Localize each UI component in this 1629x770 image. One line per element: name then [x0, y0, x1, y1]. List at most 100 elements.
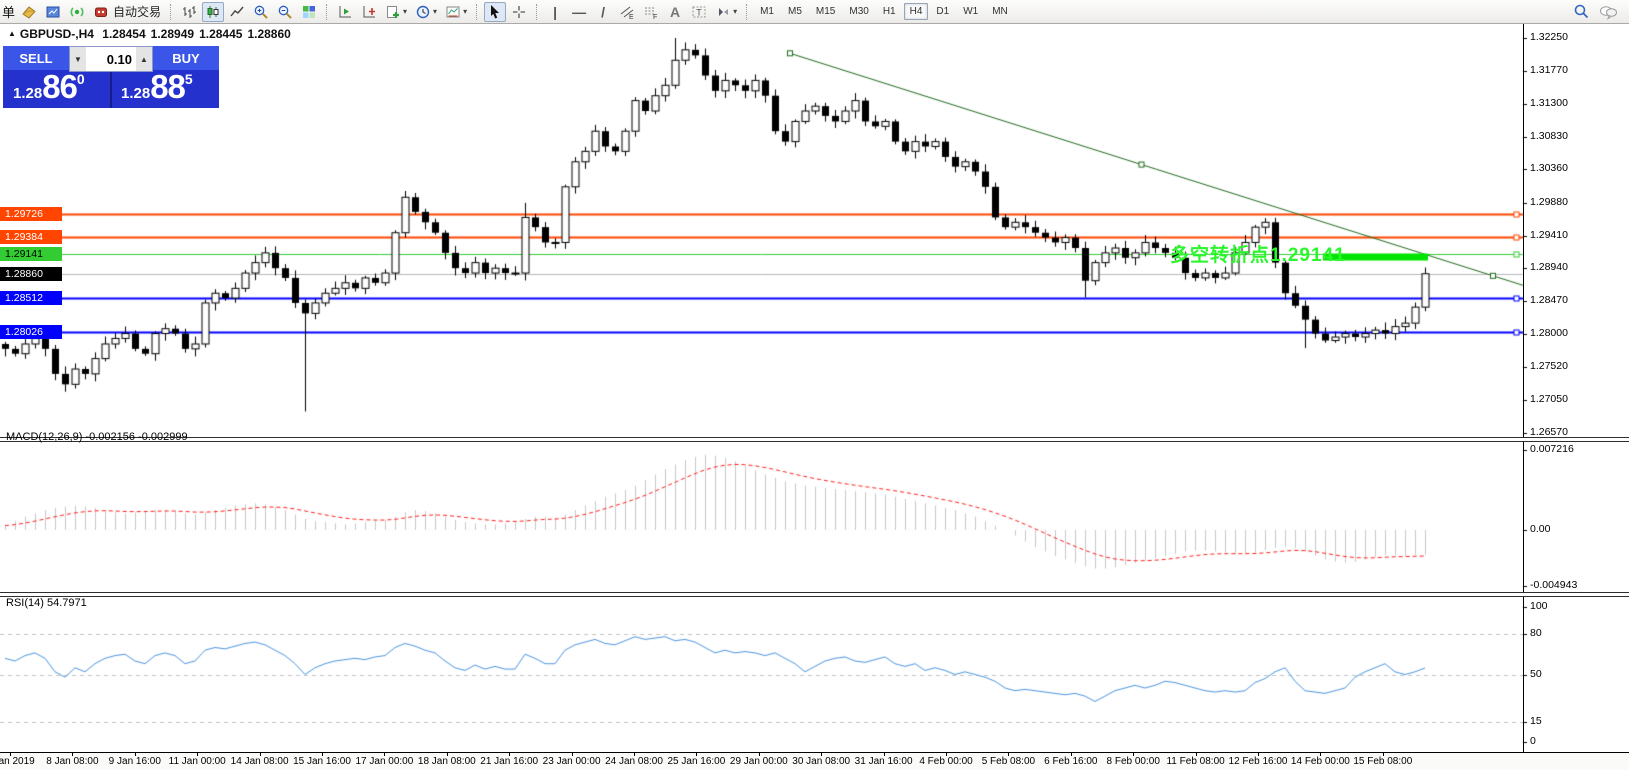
- time-axis-tick: [634, 752, 635, 756]
- time-axis-label: 11 Jan 00:00: [168, 756, 226, 767]
- ohlc-bars-icon: [183, 5, 197, 18]
- time-axis-label: 23 Jan 00:00: [542, 756, 601, 767]
- price-axis-line: [1523, 24, 1524, 752]
- rsi-indicator-label: RSI(14) 54.7971: [6, 597, 87, 609]
- arrows-tool-button[interactable]: ▾: [712, 2, 740, 22]
- time-axis-label: 9 Jan 16:00: [108, 756, 161, 767]
- time-axis-tick: [260, 752, 261, 756]
- time-axis-tick: [135, 752, 136, 756]
- new-chart-button[interactable]: ▾: [382, 2, 410, 22]
- timeframe-m30[interactable]: M30: [843, 3, 874, 20]
- timeframe-d1[interactable]: D1: [930, 3, 955, 20]
- time-axis-label: 8 Jan 08:00: [46, 756, 99, 767]
- trendline-icon[interactable]: /: [592, 2, 614, 22]
- volume-decrease-button[interactable]: ▼: [70, 47, 86, 71]
- time-axis-tick: [1258, 752, 1259, 756]
- timeframe-h1[interactable]: H1: [877, 3, 902, 20]
- chat-button[interactable]: [1595, 2, 1621, 22]
- price-tick-label: 1.28000: [1530, 326, 1568, 339]
- crosshair-icon[interactable]: [508, 2, 530, 22]
- time-axis-label: 7 Jan 2019: [0, 756, 35, 767]
- timeframe-m1[interactable]: M1: [754, 3, 780, 20]
- buy-price-small: 1.28: [121, 85, 151, 102]
- buy-button[interactable]: BUY: [153, 46, 219, 70]
- signals-icon[interactable]: [66, 2, 88, 22]
- volume-input[interactable]: [86, 47, 136, 71]
- time-axis-tick: [1008, 752, 1009, 756]
- price-tick-label: 1.29880: [1530, 195, 1568, 208]
- time-axis-tick: [1071, 752, 1072, 756]
- time-axis-label: 14 Jan 08:00: [230, 756, 289, 767]
- time-axis-label: 4 Feb 00:00: [919, 756, 973, 767]
- horizontal-line-icon[interactable]: —: [568, 2, 590, 22]
- zoom-out-icon[interactable]: [274, 2, 296, 22]
- line-chart-icon[interactable]: [226, 2, 248, 22]
- timeframe-w1[interactable]: W1: [957, 3, 984, 20]
- bar-chart-icon[interactable]: [178, 2, 200, 22]
- chart-canvas[interactable]: [0, 24, 1629, 752]
- auto-scroll-icon[interactable]: [334, 2, 356, 22]
- svg-text:E: E: [629, 14, 634, 20]
- symbol-period-label: GBPUSD-,H4: [19, 27, 94, 41]
- macd-tick-label: 0.007216: [1530, 443, 1574, 455]
- buy-price[interactable]: 1.28885: [121, 68, 193, 106]
- magnifier-minus-icon: [278, 5, 292, 19]
- ohlc-open: 1.28454: [102, 27, 146, 41]
- menu-partial-label[interactable]: 单: [2, 5, 16, 20]
- timeframe-m15[interactable]: M15: [810, 3, 841, 20]
- template-chart-icon: [446, 6, 460, 17]
- equidistant-channel-icon[interactable]: E: [616, 2, 638, 22]
- time-axis-tick: [572, 752, 573, 756]
- timeframe-m5[interactable]: M5: [782, 3, 808, 20]
- price-tick-label: 1.31300: [1530, 97, 1568, 110]
- text-icon[interactable]: A: [664, 2, 686, 22]
- zoom-in-icon[interactable]: [250, 2, 272, 22]
- price-badge: 1.28512: [0, 290, 62, 305]
- periods-button[interactable]: ▾: [412, 2, 440, 22]
- sell-price-small: 1.28: [13, 85, 43, 102]
- crosshair-glyph-icon: [513, 5, 526, 18]
- time-axis-label: 8 Feb 00:00: [1106, 756, 1160, 767]
- templates-button[interactable]: ▾: [442, 2, 470, 22]
- timeframe-mn[interactable]: MN: [986, 3, 1014, 20]
- autotrading-button[interactable]: 自动交易: [90, 2, 164, 22]
- tile-windows-icon[interactable]: [298, 2, 320, 22]
- time-axis-label: 15 Feb 08:00: [1353, 756, 1413, 767]
- svg-text:T: T: [696, 7, 702, 17]
- panel-divider-rsi[interactable]: [0, 592, 1629, 597]
- sell-button[interactable]: SELL: [3, 46, 69, 70]
- price-tick-label: 1.29410: [1530, 228, 1568, 241]
- new-chart-icon: [387, 5, 400, 18]
- time-axis-label: 25 Jan 16:00: [667, 756, 726, 767]
- price-tick-label: 1.28470: [1530, 293, 1568, 306]
- time-axis-tick: [1196, 752, 1197, 756]
- price-divider: [110, 72, 112, 108]
- toolbar-separator: [326, 3, 328, 20]
- search-button[interactable]: [1570, 2, 1593, 22]
- fibonacci-icon[interactable]: F: [640, 2, 662, 22]
- price-tick-label: 1.28940: [1530, 261, 1568, 274]
- ohlc-high: 1.28949: [150, 27, 195, 41]
- label-box-icon: T: [692, 6, 706, 17]
- time-axis-tick: [447, 752, 448, 756]
- time-axis-tick: [197, 752, 198, 756]
- volume-increase-button[interactable]: ▲: [136, 47, 152, 71]
- ohlc-close: 1.28860: [247, 27, 291, 41]
- cursor-icon[interactable]: [484, 1, 507, 22]
- sell-price[interactable]: 1.28860: [13, 68, 85, 106]
- timeframe-h4[interactable]: H4: [903, 3, 929, 20]
- price-badge: 1.29726: [0, 206, 62, 221]
- vertical-line-icon[interactable]: |: [544, 2, 566, 22]
- toolbar: 单 自动交易: [0, 0, 1629, 24]
- candlestick-chart-icon[interactable]: [202, 1, 225, 22]
- price-tick-label: 1.31770: [1530, 64, 1568, 77]
- market-watch-icon[interactable]: [42, 2, 64, 22]
- text-label-icon[interactable]: T: [688, 2, 710, 22]
- new-order-icon[interactable]: [18, 2, 40, 22]
- panel-divider-macd[interactable]: [0, 437, 1629, 442]
- ohlc-low: 1.28445: [199, 27, 243, 41]
- chevron-down-icon: ▾: [403, 7, 408, 16]
- price-badge: 1.29384: [0, 230, 62, 245]
- chart-shift-icon[interactable]: [358, 2, 380, 22]
